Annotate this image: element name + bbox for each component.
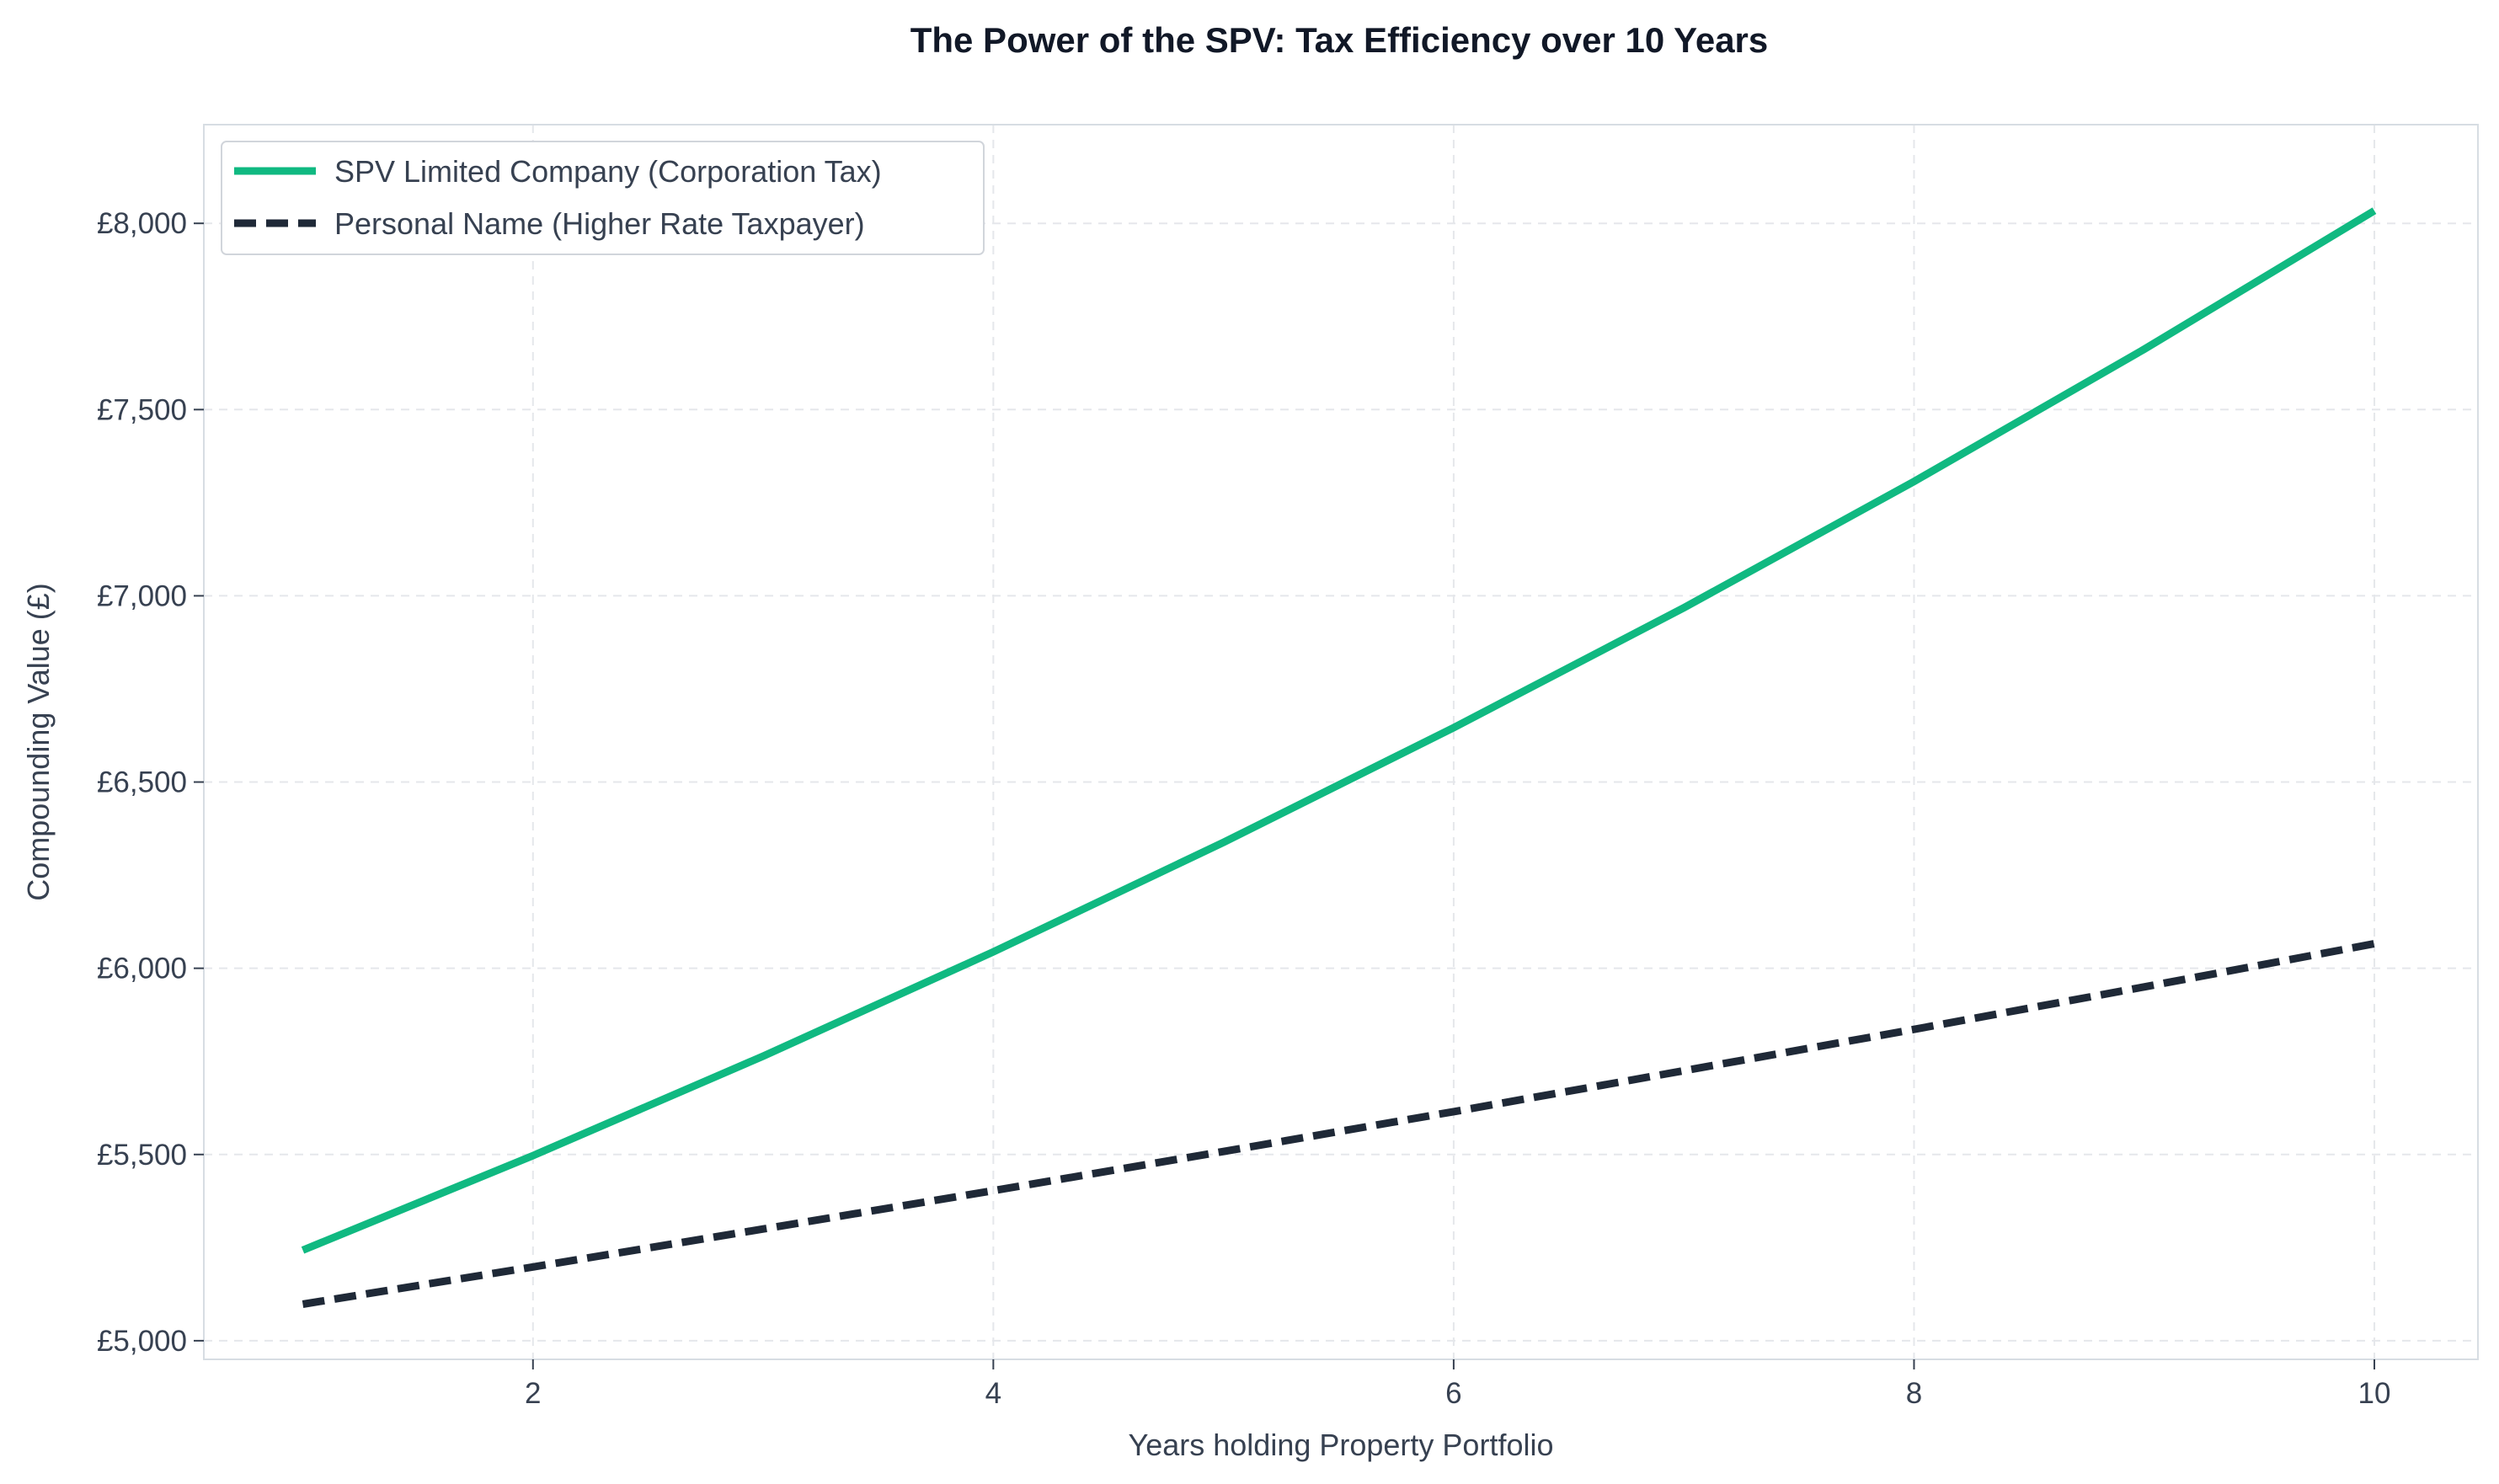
y-tick-label: £7,000 [97, 579, 187, 612]
series-layer [301, 207, 2377, 1308]
x-tick-label: 2 [525, 1377, 541, 1410]
x-tick-label: 10 [2358, 1377, 2391, 1410]
legend: SPV Limited Company (Corporation Tax) Pe… [221, 141, 985, 255]
series-line-spv [301, 207, 2377, 1254]
y-tick-label: £5,500 [97, 1139, 187, 1172]
x-tick-label: 4 [985, 1377, 1001, 1410]
y-tick-label: £6,000 [97, 953, 187, 985]
plot-frame [203, 124, 2479, 1360]
chart-title: The Power of the SPV: Tax Efficiency ove… [910, 20, 1769, 60]
legend-label-spv: SPV Limited Company (Corporation Tax) [334, 154, 882, 189]
x-tick-label: 6 [1445, 1377, 1461, 1410]
y-tick-label: £8,000 [97, 207, 187, 240]
legend-label-personal: Personal Name (Higher Rate Taxpayer) [334, 206, 865, 241]
grid [204, 125, 2478, 1359]
y-tick-label: £5,000 [97, 1325, 187, 1358]
x-tick-label: 8 [1906, 1377, 1922, 1410]
y-tick-label: £7,500 [97, 393, 187, 426]
y-axis: £5,000 £5,500 £6,000 £6,500 £7,000 £7,500 £8,0… [97, 207, 204, 1358]
y-tick-label: £6,500 [97, 766, 187, 799]
y-axis-label: Compounding Value (£) [21, 583, 56, 901]
legend-box [221, 141, 985, 255]
x-axis: 2 4 6 8 10 [525, 1359, 2390, 1410]
x-axis-label: Years holding Property Portfolio [1129, 1428, 1554, 1462]
